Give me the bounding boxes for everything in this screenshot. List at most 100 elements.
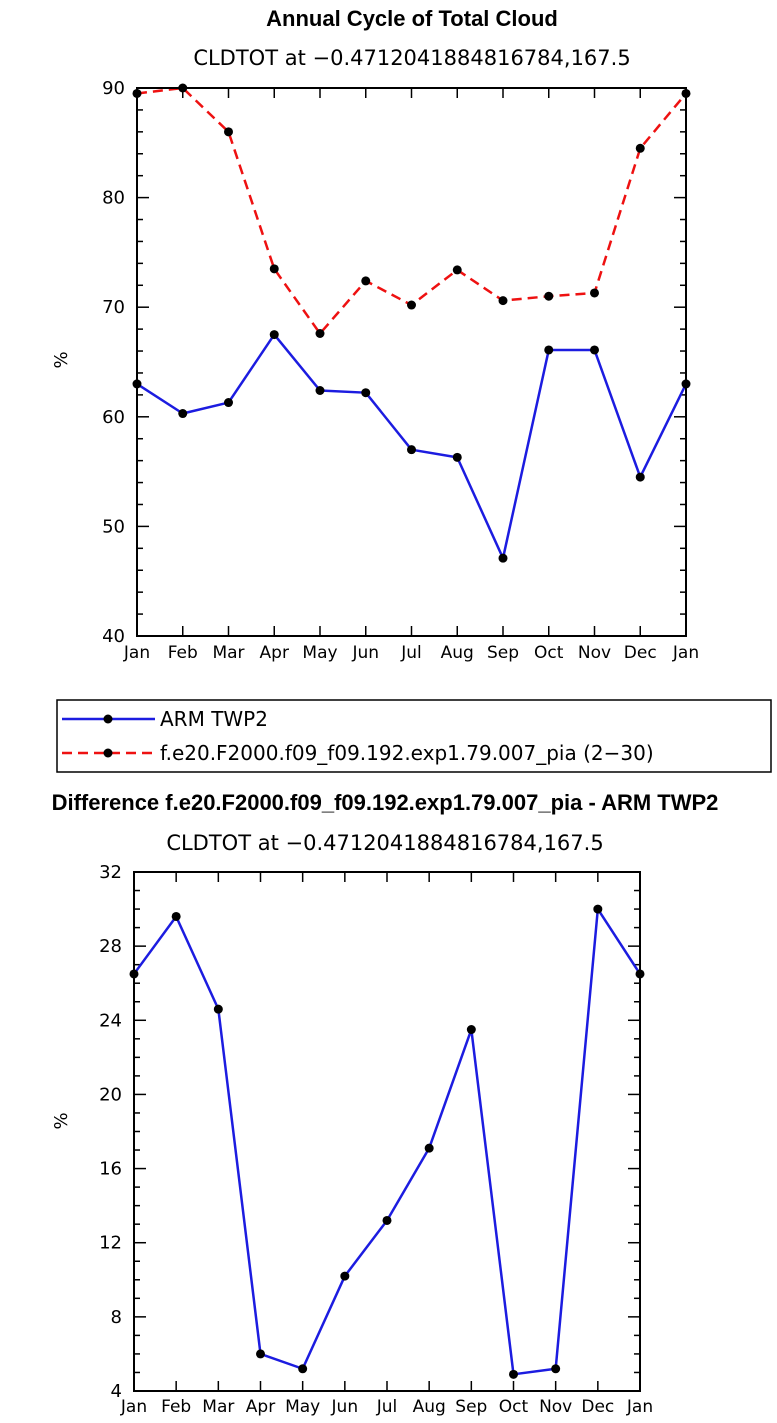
tick-marks [133, 871, 641, 1392]
y-tick-label: 24 [99, 1010, 122, 1031]
data-point-f-e20-f2000-f09-f09-192-exp1-79-007-pia-2-30 [452, 265, 462, 275]
data-point-arm-twp2 [361, 388, 371, 398]
y-tick-label: 12 [99, 1233, 122, 1254]
annual-cycle-panel: Annual Cycle of Total Cloud CLDTOT at −0… [51, 6, 772, 773]
x-tick-label: Feb [168, 643, 198, 663]
data-point-f-e20-f2000-f09-f09-192-exp1-79-007-pia-2-30 [315, 329, 325, 339]
data-point-difference [551, 1364, 561, 1374]
chart-subtitle: CLDTOT at −0.4712041884816784,167.5 [193, 46, 630, 70]
data-point-arm-twp2 [178, 409, 188, 419]
plot-frame [136, 87, 687, 637]
data-point-difference [509, 1369, 518, 1379]
x-tick-label: Oct [534, 643, 564, 663]
x-tick-label: Nov [539, 1397, 572, 1417]
x-tick-label: Jun [351, 643, 379, 663]
y-tick-label: 20 [99, 1084, 122, 1105]
chart-title: Annual Cycle of Total Cloud [266, 6, 558, 31]
x-tick-label: Sep [487, 643, 519, 663]
x-tick-label: Jul [376, 1397, 398, 1417]
legend-entry-arm-twp2: ARM TWP2 [62, 707, 268, 731]
difference-panel: Difference f.e20.F2000.f09_f09.192.exp1.… [51, 790, 718, 1417]
y-tick-label: 40 [102, 626, 125, 647]
x-tick-label: Aug [413, 1397, 446, 1417]
x-tick-label: Dec [581, 1397, 614, 1417]
y-tick-label: 4 [111, 1381, 122, 1402]
tick-marks [136, 87, 687, 637]
series-line-f-e20-f2000-f09-f09-192-exp1-79-007-pia-2-30 [136, 86, 687, 335]
data-point-arm-twp2 [498, 553, 508, 563]
data-point-difference [382, 1215, 392, 1225]
chart-title: Difference f.e20.F2000.f09_f09.192.exp1.… [52, 790, 719, 815]
x-tick-label: Aug [441, 643, 474, 663]
data-point-difference [593, 904, 603, 914]
x-tick-label: Feb [161, 1397, 191, 1417]
data-point-difference [256, 1349, 265, 1359]
legend-box [56, 699, 772, 773]
data-point-arm-twp2 [544, 345, 554, 355]
x-tick-label: Jan [672, 643, 699, 663]
x-tick-labels: Jan Feb Mar Apr May Jun Jul Aug Sep Oct Nov Dec Jan [120, 1397, 653, 1417]
y-tick-label: 28 [99, 936, 122, 957]
data-point-f-e20-f2000-f09-f09-192-exp1-79-007-pia-2-30 [635, 143, 645, 153]
x-tick-labels: Jan Feb Mar Apr May Jun Jul Aug Sep Oct Nov Dec Jan [123, 643, 699, 663]
x-tick-label: Dec [624, 643, 657, 663]
data-series [132, 83, 691, 563]
data-point-f-e20-f2000-f09-f09-192-exp1-79-007-pia-2-30 [224, 127, 233, 137]
data-point-difference [298, 1364, 308, 1374]
legend-marker-model [103, 748, 113, 758]
legend-label-model: f.e20.F2000.f09_f09.192.exp1.79.007_pia … [160, 741, 654, 765]
x-tick-label: Mar [202, 1397, 234, 1417]
x-tick-label: May [302, 643, 337, 663]
data-point-difference [213, 1004, 223, 1014]
x-tick-label: Nov [578, 643, 611, 663]
x-tick-label: Oct [499, 1397, 529, 1417]
x-tick-label: Apr [260, 643, 289, 663]
data-point-arm-twp2 [407, 445, 416, 455]
data-point-arm-twp2 [590, 345, 599, 355]
plot-frame [133, 871, 641, 1392]
y-axis-label: % [51, 1112, 72, 1129]
x-tick-label: Jan [123, 643, 150, 663]
y-tick-label: 70 [102, 297, 125, 318]
y-tick-label: 60 [102, 407, 125, 428]
legend-label-arm-twp2: ARM TWP2 [160, 707, 268, 731]
y-tick-labels: 4 8 12 16 20 24 28 32 [99, 862, 122, 1402]
data-point-f-e20-f2000-f09-f09-192-exp1-79-007-pia-2-30 [590, 288, 599, 298]
data-point-difference [340, 1271, 350, 1281]
x-tick-label: Apr [246, 1397, 275, 1417]
data-point-difference [466, 1025, 476, 1035]
y-tick-label: 8 [111, 1307, 122, 1328]
data-point-arm-twp2 [224, 398, 233, 408]
data-point-f-e20-f2000-f09-f09-192-exp1-79-007-pia-2-30 [544, 291, 554, 301]
x-tick-label: Jul [400, 643, 422, 663]
y-tick-label: 80 [102, 188, 125, 209]
x-tick-label: May [285, 1397, 320, 1417]
data-point-difference [424, 1143, 434, 1153]
chart-subtitle: CLDTOT at −0.4712041884816784,167.5 [166, 831, 603, 855]
data-series [129, 904, 645, 1379]
legend-entry-model: f.e20.F2000.f09_f09.192.exp1.79.007_pia … [62, 741, 654, 765]
y-tick-labels: 40 50 60 70 80 90 [102, 78, 125, 647]
y-tick-label: 50 [102, 516, 125, 537]
x-tick-label: Jun [331, 1397, 359, 1417]
y-tick-label: 16 [99, 1159, 122, 1180]
legend-marker-arm-twp2 [103, 714, 113, 724]
series-line-difference [132, 907, 642, 1376]
data-point-f-e20-f2000-f09-f09-192-exp1-79-007-pia-2-30 [269, 264, 279, 274]
data-point-arm-twp2 [315, 385, 325, 395]
x-tick-label: Mar [212, 643, 244, 663]
data-point-arm-twp2 [269, 330, 279, 340]
data-point-difference [171, 911, 181, 921]
y-axis-label: % [51, 351, 72, 368]
legend: ARM TWP2 f.e20.F2000.f09_f09.192.exp1.79… [56, 699, 772, 773]
y-tick-label: 90 [102, 78, 125, 99]
data-point-arm-twp2 [452, 452, 462, 462]
data-point-arm-twp2 [635, 472, 645, 482]
y-tick-label: 32 [99, 862, 122, 883]
x-tick-label: Jan [626, 1397, 653, 1417]
x-tick-label: Jan [120, 1397, 147, 1417]
x-tick-label: Sep [455, 1397, 487, 1417]
data-point-f-e20-f2000-f09-f09-192-exp1-79-007-pia-2-30 [361, 276, 371, 286]
data-point-f-e20-f2000-f09-f09-192-exp1-79-007-pia-2-30 [498, 296, 508, 306]
